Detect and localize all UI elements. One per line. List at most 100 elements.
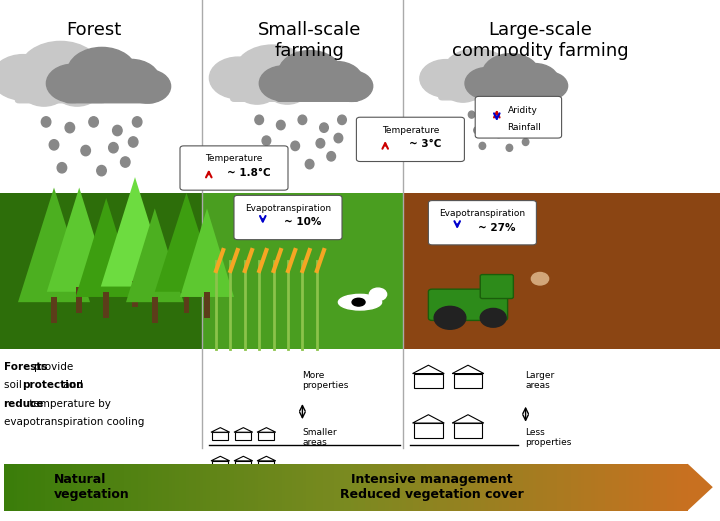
Circle shape bbox=[236, 73, 278, 104]
Ellipse shape bbox=[305, 159, 314, 169]
FancyBboxPatch shape bbox=[480, 81, 556, 100]
Bar bbox=[179, 464, 182, 511]
Bar bbox=[413, 464, 416, 511]
Bar bbox=[203, 464, 207, 511]
Bar bbox=[199, 464, 203, 511]
Polygon shape bbox=[257, 456, 276, 461]
Bar bbox=[430, 464, 433, 511]
Polygon shape bbox=[234, 428, 253, 432]
Bar bbox=[622, 464, 626, 511]
Bar bbox=[667, 464, 670, 511]
FancyBboxPatch shape bbox=[0, 193, 202, 349]
Circle shape bbox=[235, 45, 310, 100]
Ellipse shape bbox=[269, 157, 278, 166]
Bar bbox=[285, 464, 289, 511]
Bar bbox=[184, 287, 189, 313]
Bar bbox=[684, 464, 688, 511]
Bar bbox=[560, 464, 564, 511]
Bar bbox=[588, 464, 591, 511]
Bar bbox=[598, 464, 602, 511]
Polygon shape bbox=[180, 208, 234, 297]
Bar bbox=[485, 464, 488, 511]
Polygon shape bbox=[234, 485, 253, 490]
Bar bbox=[674, 464, 678, 511]
Circle shape bbox=[482, 59, 534, 97]
Ellipse shape bbox=[112, 126, 122, 135]
Bar bbox=[104, 292, 109, 318]
Circle shape bbox=[54, 72, 100, 106]
Bar bbox=[69, 464, 72, 511]
Bar bbox=[375, 464, 378, 511]
Text: Intensive management
Reduced vegetation cover: Intensive management Reduced vegetation … bbox=[340, 473, 524, 501]
FancyBboxPatch shape bbox=[356, 117, 464, 162]
Text: Smaller
areas: Smaller areas bbox=[302, 428, 337, 448]
Bar bbox=[509, 464, 513, 511]
Bar bbox=[647, 464, 649, 511]
Bar bbox=[546, 464, 550, 511]
Ellipse shape bbox=[320, 123, 328, 132]
Text: Aridity: Aridity bbox=[508, 106, 537, 115]
Text: ~ 3°C: ~ 3°C bbox=[409, 139, 441, 150]
Ellipse shape bbox=[528, 125, 534, 132]
Circle shape bbox=[465, 68, 509, 99]
Bar bbox=[254, 464, 258, 511]
FancyBboxPatch shape bbox=[403, 193, 720, 349]
Ellipse shape bbox=[500, 111, 507, 118]
Ellipse shape bbox=[523, 139, 528, 145]
Bar bbox=[114, 464, 117, 511]
Bar bbox=[132, 281, 138, 307]
Text: More
properties: More properties bbox=[302, 370, 348, 390]
Bar bbox=[402, 464, 406, 511]
Bar bbox=[55, 464, 58, 511]
Text: protection: protection bbox=[22, 380, 84, 390]
Ellipse shape bbox=[514, 129, 521, 135]
Circle shape bbox=[21, 72, 67, 106]
Ellipse shape bbox=[506, 144, 513, 151]
Bar bbox=[567, 464, 571, 511]
Bar bbox=[416, 464, 420, 511]
Ellipse shape bbox=[468, 111, 475, 118]
FancyBboxPatch shape bbox=[180, 146, 288, 190]
Bar bbox=[235, 490, 251, 498]
Bar bbox=[574, 464, 577, 511]
Bar bbox=[372, 464, 375, 511]
Bar bbox=[464, 464, 467, 511]
Bar bbox=[440, 464, 444, 511]
Bar bbox=[258, 432, 274, 440]
Bar bbox=[591, 464, 595, 511]
Text: Small-scale
farming: Small-scale farming bbox=[258, 21, 361, 59]
Bar bbox=[193, 464, 196, 511]
Polygon shape bbox=[18, 188, 90, 302]
Text: ~ 10%: ~ 10% bbox=[284, 217, 321, 228]
Bar bbox=[52, 464, 55, 511]
Bar bbox=[639, 464, 643, 511]
Bar bbox=[158, 464, 162, 511]
Ellipse shape bbox=[531, 111, 537, 118]
Bar bbox=[217, 464, 220, 511]
Bar bbox=[96, 464, 100, 511]
Bar bbox=[670, 464, 674, 511]
Bar bbox=[120, 464, 124, 511]
Ellipse shape bbox=[338, 115, 346, 125]
Bar bbox=[361, 464, 364, 511]
Bar bbox=[103, 464, 107, 511]
FancyBboxPatch shape bbox=[16, 81, 105, 103]
Bar bbox=[271, 464, 275, 511]
Bar bbox=[636, 464, 639, 511]
Bar bbox=[306, 464, 310, 511]
Text: provide: provide bbox=[34, 362, 73, 372]
Circle shape bbox=[259, 66, 307, 101]
Circle shape bbox=[482, 54, 539, 95]
Bar bbox=[557, 464, 560, 511]
Polygon shape bbox=[413, 415, 444, 423]
Bar bbox=[141, 464, 145, 511]
Bar bbox=[117, 464, 120, 511]
Bar bbox=[519, 464, 523, 511]
Ellipse shape bbox=[132, 117, 142, 127]
Ellipse shape bbox=[89, 117, 99, 127]
Text: Larger
areas: Larger areas bbox=[526, 370, 555, 390]
Text: Forests: Forests bbox=[4, 362, 50, 372]
Bar bbox=[333, 464, 337, 511]
Bar bbox=[302, 464, 306, 511]
Bar bbox=[244, 464, 248, 511]
